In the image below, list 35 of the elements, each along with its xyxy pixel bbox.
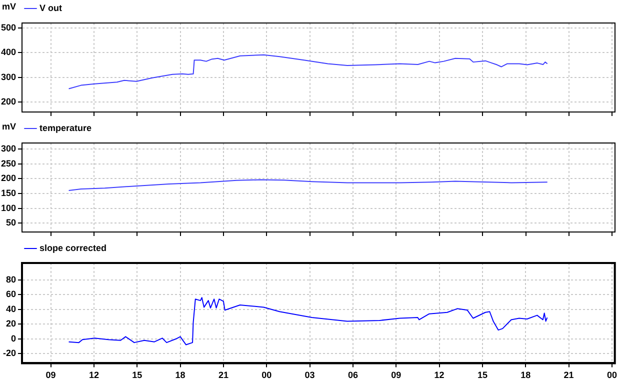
y-tick-label: -20 [2,348,16,358]
y-tick-label: 200 [0,173,16,184]
x-tick-label: 21 [564,370,574,380]
y-tick-label: 20 [6,318,16,329]
x-tick-label: 03 [304,370,315,380]
y-axis-title: mV [2,1,16,12]
x-tick-label: 09 [391,370,402,380]
legend-label: slope corrected [40,242,107,253]
y-tick-label: 80 [6,274,16,284]
x-tick-label: 15 [477,370,488,380]
x-tick-label: 12 [434,370,444,380]
x-tick-label: 15 [132,370,142,380]
x-tick-label: 09 [46,370,56,380]
y-tick-label: 150 [0,188,16,198]
y-tick-label: 300 [0,72,16,82]
x-tick-label: 00 [606,370,617,380]
x-tick-label: 06 [348,370,358,380]
y-tick-label: 50 [6,218,16,228]
y-tick-label: 200 [0,96,16,107]
y-tick-label: 500 [0,22,16,32]
x-tick-label: 18 [175,370,186,380]
y-axis-title: mV [2,121,16,132]
legend-label: temperature [40,122,92,133]
y-tick-label: 400 [0,47,16,58]
legend-label: V out [40,2,62,13]
y-tick-label: 60 [6,289,16,300]
x-tick-label: 12 [88,370,99,380]
x-tick-label: 21 [218,370,228,380]
y-tick-label: 300 [0,143,16,154]
x-tick-label: 00 [262,370,272,380]
y-tick-label: 250 [0,158,16,168]
y-tick-label: 0 [10,333,16,344]
y-tick-label: 100 [0,202,16,213]
y-tick-label: 40 [6,304,16,314]
x-tick-label: 18 [520,370,531,380]
